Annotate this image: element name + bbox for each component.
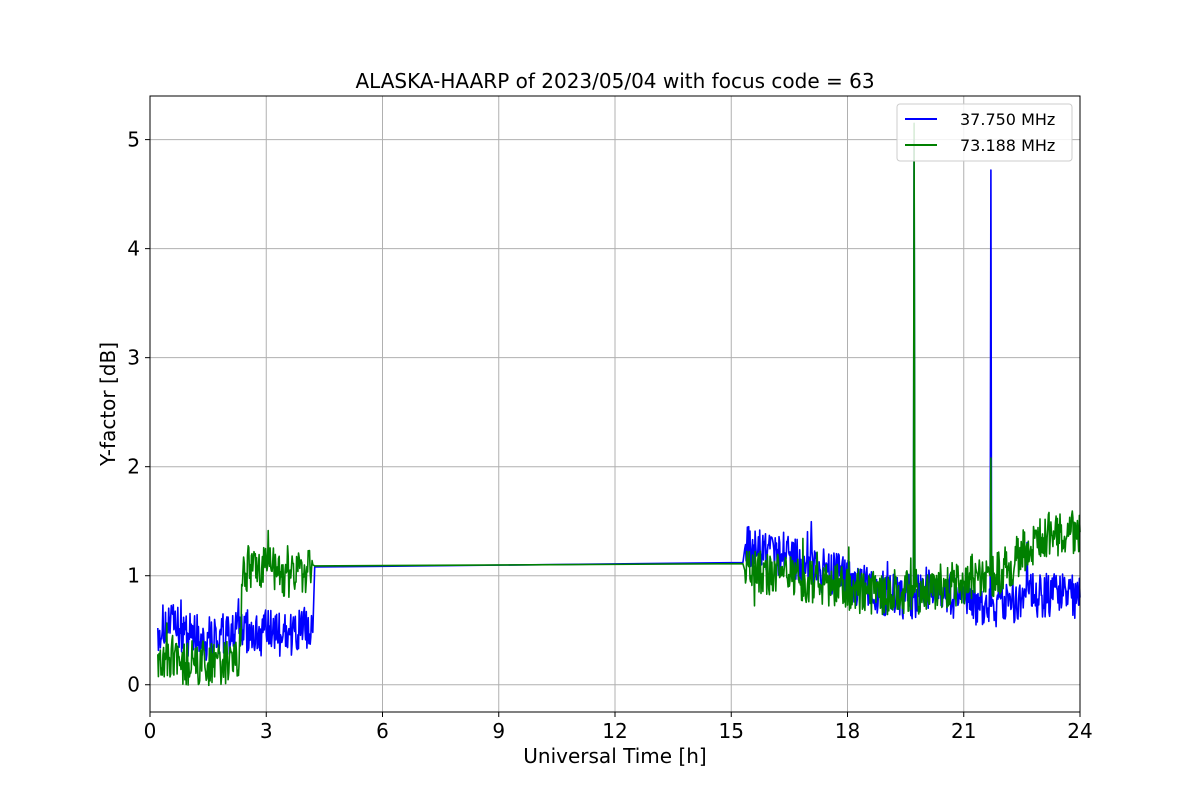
series-line-37750 <box>157 138 1081 661</box>
chart-title: ALASKA-HAARP of 2023/05/04 with focus co… <box>355 69 874 93</box>
y-tick-label: 3 <box>127 346 140 370</box>
legend-label-73188: 73.188 MHz <box>960 136 1055 155</box>
x-axis-label: Universal Time [h] <box>523 744 706 768</box>
y-tick-label: 1 <box>127 564 140 588</box>
x-tick-label: 3 <box>260 719 273 743</box>
series-line-73188 <box>157 122 1081 687</box>
y-tick-label: 0 <box>127 673 140 697</box>
x-tick-label: 12 <box>602 719 627 743</box>
legend-label-37750: 37.750 MHz <box>960 110 1055 129</box>
x-tick-label: 21 <box>951 719 976 743</box>
y-tick-label: 5 <box>127 128 140 152</box>
x-tick-label: 6 <box>376 719 389 743</box>
x-tick-label: 24 <box>1067 719 1092 743</box>
x-tick-label: 0 <box>144 719 157 743</box>
x-tick-label: 18 <box>835 719 860 743</box>
y-tick-label: 2 <box>127 455 140 479</box>
y-tick-label: 4 <box>127 237 140 261</box>
y-axis-label: Y-factor [dB] <box>96 342 120 467</box>
x-tick-label: 9 <box>492 719 505 743</box>
legend: 37.750 MHz 73.188 MHz <box>896 103 1073 162</box>
legend-box <box>896 103 1073 162</box>
x-tick-label: 15 <box>719 719 744 743</box>
series-layer <box>157 122 1081 687</box>
